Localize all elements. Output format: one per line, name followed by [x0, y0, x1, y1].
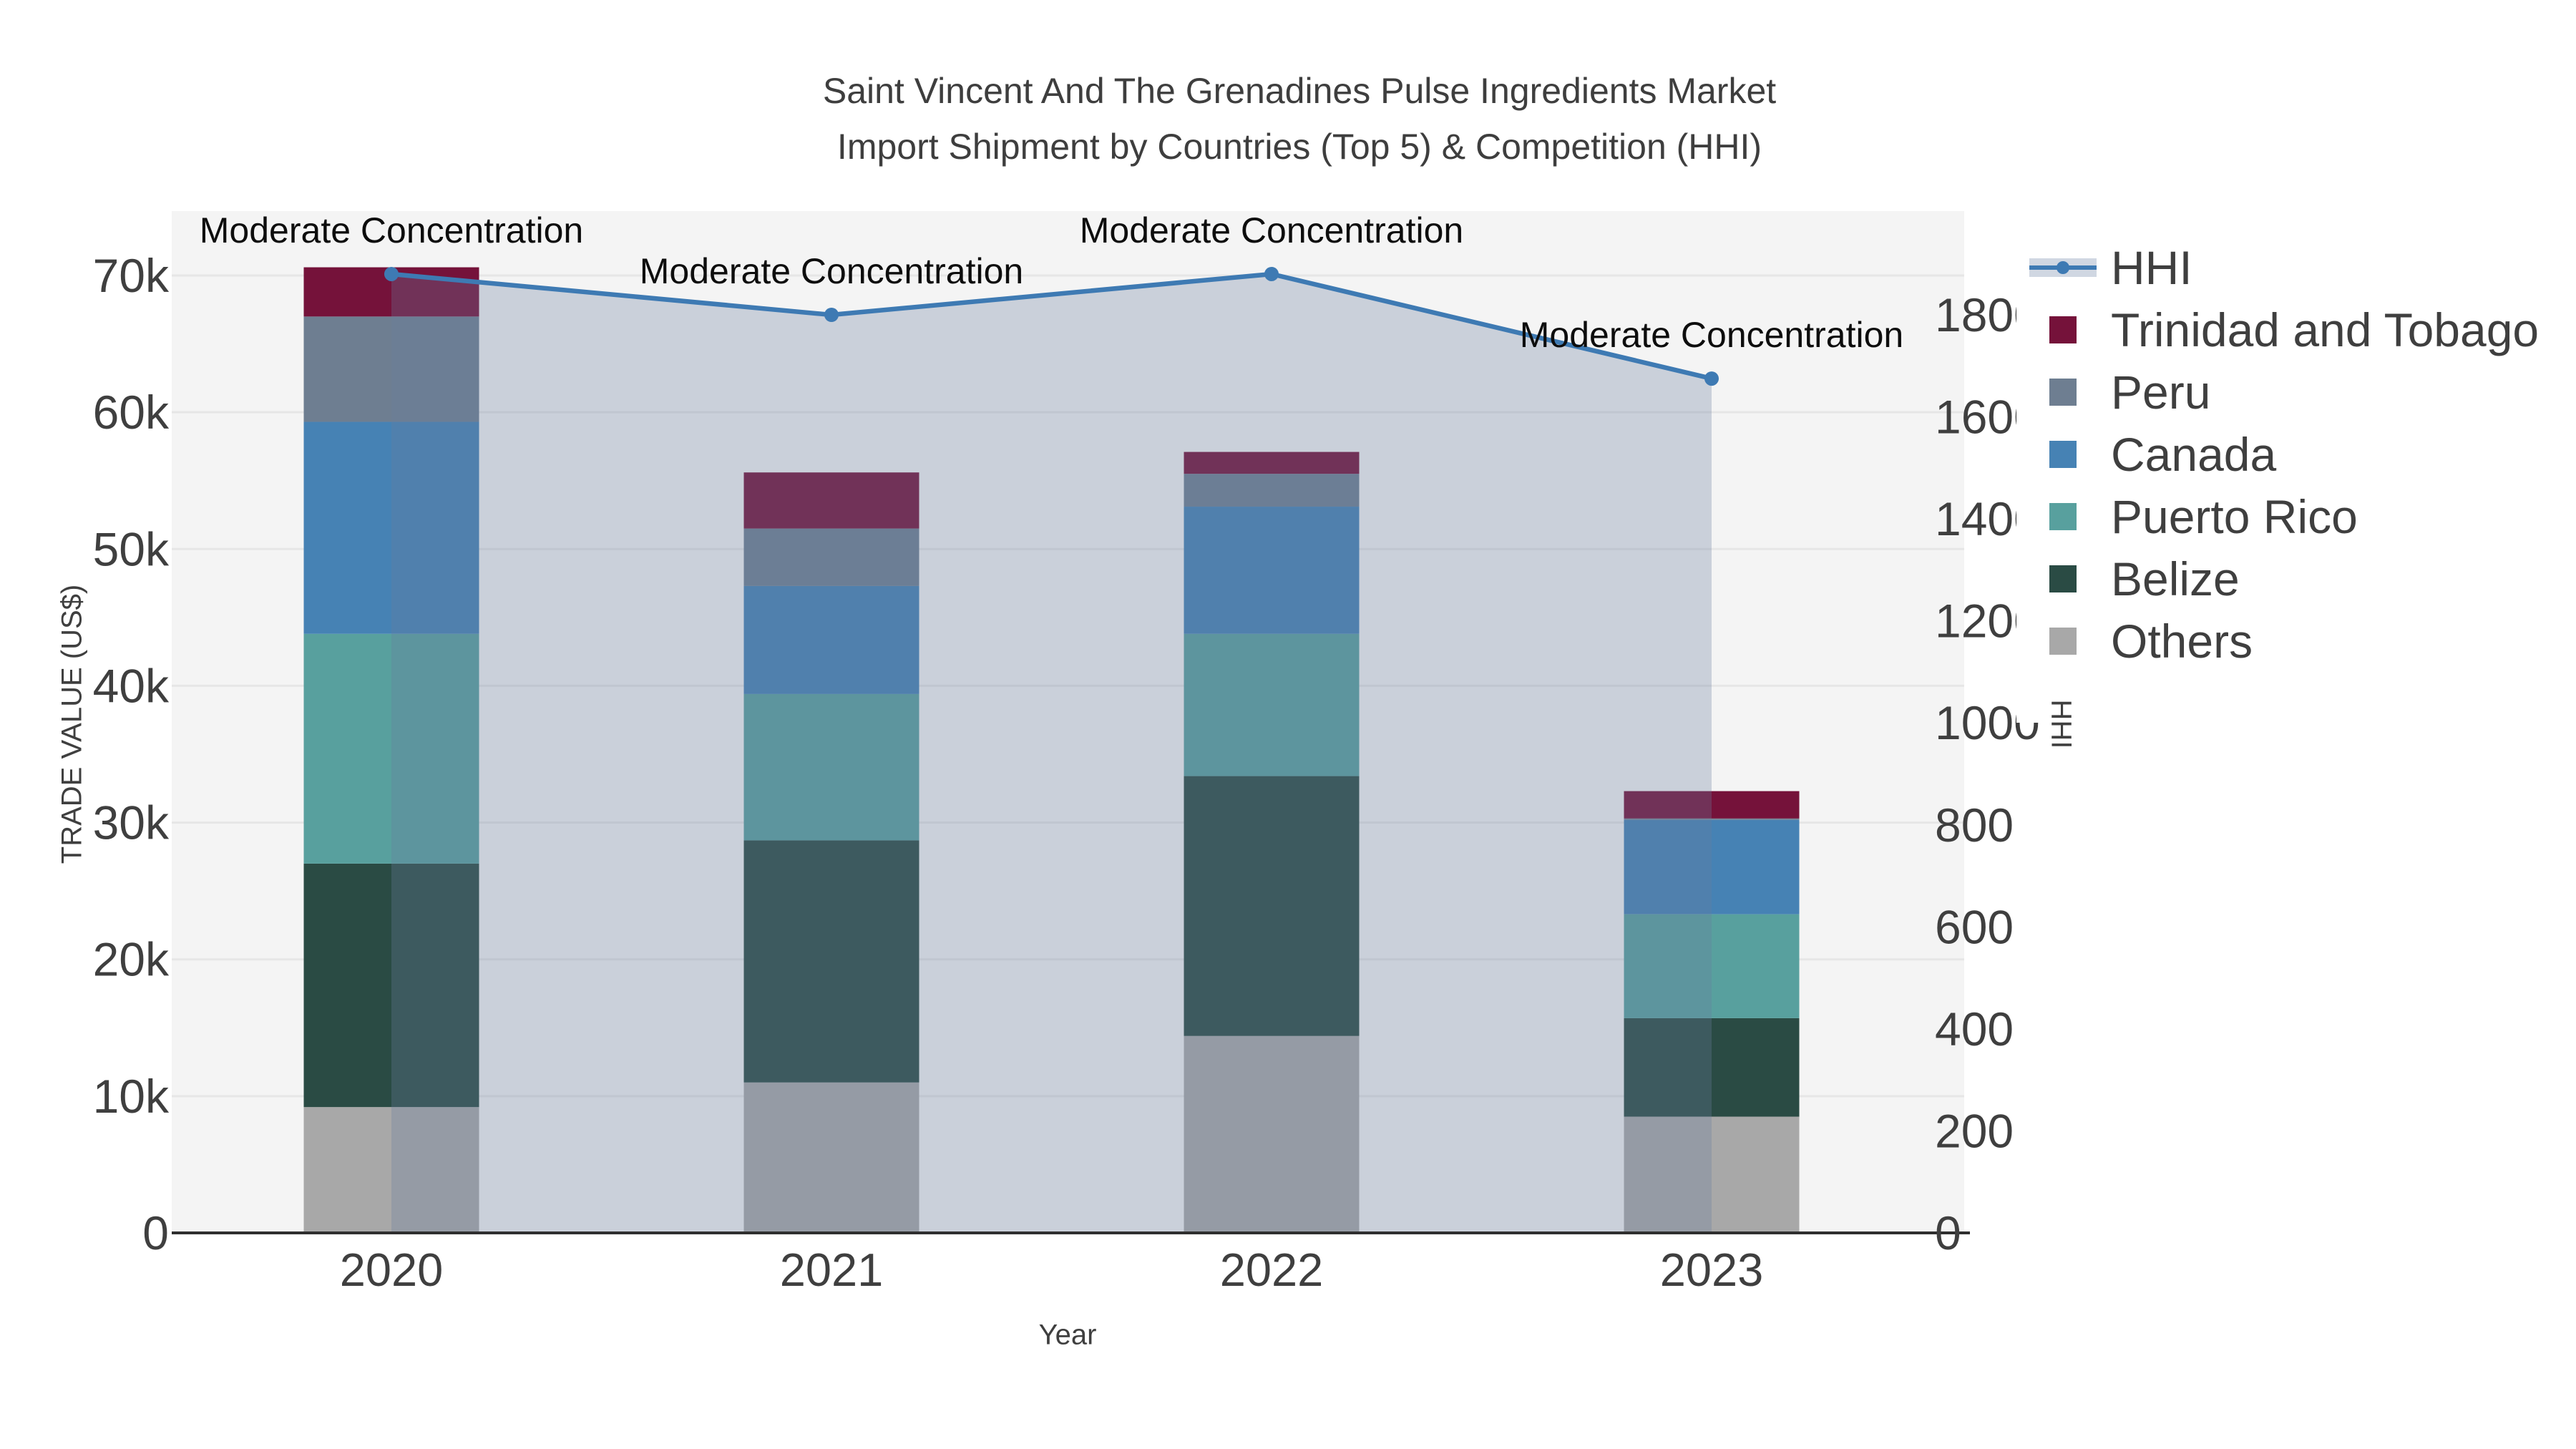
x-axis-title: Year — [1038, 1319, 1097, 1351]
bar-segment-puerto-rico-2020[interactable] — [303, 633, 479, 864]
legend-label-others: Others — [2111, 614, 2253, 668]
bar-segment-others-2023[interactable] — [1624, 1116, 1800, 1233]
bar-segment-trinidad-and-tobago-2022[interactable] — [1184, 452, 1360, 474]
legend-item-belize[interactable]: Belize — [2016, 547, 2576, 610]
legend-item-others[interactable]: Others — [2016, 610, 2576, 672]
y2-tick-label: 0 — [1935, 1206, 1961, 1259]
bar-segment-others-2020[interactable] — [303, 1107, 479, 1233]
bar-segment-peru-2022[interactable] — [1184, 474, 1360, 507]
legend-swatch-icon — [2025, 502, 2101, 530]
x-tick-label-2022: 2022 — [1220, 1244, 1324, 1296]
bar-segment-peru-2023[interactable] — [1624, 818, 1800, 820]
bar-segment-belize-2021[interactable] — [743, 840, 919, 1083]
legend-label-canada: Canada — [2111, 427, 2277, 481]
hhi-point-2022[interactable] — [1264, 266, 1279, 281]
legend-item-peru[interactable]: Peru — [2016, 361, 2576, 423]
legend-swatch-icon — [2025, 565, 2101, 592]
hhi-line — [391, 271, 1712, 381]
annotation-2020: Moderate Concentration — [200, 210, 583, 250]
y-tick-label: 0 — [142, 1206, 169, 1259]
y2-tick-label: 600 — [1935, 900, 2014, 953]
legend: HHI Trinidad and Tobago Peru Canada Puerto R… — [2016, 236, 2576, 723]
y-axis-title: TRADE VALUE (US$) — [56, 584, 88, 864]
y-tick-label: 60k — [93, 386, 170, 439]
y-tick-label: 30k — [93, 796, 170, 849]
y-tick-label: 70k — [93, 249, 170, 302]
y-tick-label: 50k — [93, 522, 170, 575]
legend-swatch-icon — [2025, 378, 2101, 406]
bar-segment-canada-2021[interactable] — [743, 585, 919, 694]
bar-segment-canada-2023[interactable] — [1624, 819, 1800, 914]
bar-segment-canada-2022[interactable] — [1184, 507, 1360, 634]
bar-segment-trinidad-and-tobago-2021[interactable] — [743, 472, 919, 529]
annotation-2023: Moderate Concentration — [1520, 315, 1903, 355]
bar-segment-trinidad-and-tobago-2023[interactable] — [1624, 791, 1800, 819]
y2-tick-label: 800 — [1935, 799, 2014, 852]
bar-segment-canada-2020[interactable] — [303, 421, 479, 634]
bar-segment-peru-2020[interactable] — [303, 316, 479, 422]
bar-segment-others-2021[interactable] — [743, 1082, 919, 1233]
legend-swatch-icon — [2025, 316, 2101, 343]
x-tick-label-2023: 2023 — [1660, 1244, 1764, 1296]
chart-title-line2: Import Shipment by Countries (Top 5) & C… — [836, 127, 1762, 167]
legend-label-peru: Peru — [2111, 365, 2211, 419]
legend-swatch-icon — [2025, 440, 2101, 468]
legend-swatch-icon — [2025, 627, 2101, 655]
legend-label-trinidad-and-tobago: Trinidad and Tobago — [2111, 303, 2540, 356]
bar-segment-belize-2023[interactable] — [1624, 1018, 1800, 1117]
bar-segment-puerto-rico-2023[interactable] — [1624, 914, 1800, 1018]
chart-title-line1: Saint Vincent And The Grenadines Pulse I… — [822, 71, 1777, 111]
y2-tick-label: 400 — [1935, 1002, 2014, 1055]
x-tick-label-2020: 2020 — [340, 1244, 444, 1296]
legend-item-canada[interactable]: Canada — [2016, 423, 2576, 485]
x-tick-label-2021: 2021 — [780, 1244, 884, 1296]
annotation-2022: Moderate Concentration — [1080, 210, 1463, 250]
legend-item-hhi[interactable]: HHI — [2016, 236, 2576, 298]
bar-segment-belize-2022[interactable] — [1184, 776, 1360, 1036]
hhi-area-fill — [391, 273, 1712, 1233]
legend-label-hhi: HHI — [2111, 240, 2192, 294]
y2-tick-label: 200 — [1935, 1104, 2014, 1157]
y-tick-label: 10k — [93, 1070, 170, 1123]
y-tick-label: 40k — [93, 659, 170, 712]
hhi-point-2020[interactable] — [384, 266, 399, 281]
legend-line-marker-icon — [2025, 258, 2101, 277]
bar-segment-peru-2021[interactable] — [743, 528, 919, 586]
y-tick-label: 20k — [93, 933, 170, 986]
bar-segment-puerto-rico-2022[interactable] — [1184, 633, 1360, 776]
legend-label-puerto-rico: Puerto Rico — [2111, 489, 2358, 543]
chart-title: Saint Vincent And The Grenadines Pulse I… — [823, 63, 1776, 175]
legend-label-belize: Belize — [2111, 552, 2240, 605]
annotation-2021: Moderate Concentration — [640, 251, 1023, 291]
legend-item-trinidad-and-tobago[interactable]: Trinidad and Tobago — [2016, 298, 2576, 361]
hhi-point-2021[interactable] — [824, 308, 839, 322]
bar-segment-puerto-rico-2021[interactable] — [743, 693, 919, 841]
bar-segment-belize-2020[interactable] — [303, 863, 479, 1108]
hhi-point-2023[interactable] — [1704, 371, 1719, 386]
bar-segment-others-2022[interactable] — [1184, 1035, 1360, 1233]
y2-axis-title: HHI — [2045, 699, 2077, 749]
legend-item-puerto-rico[interactable]: Puerto Rico — [2016, 485, 2576, 547]
